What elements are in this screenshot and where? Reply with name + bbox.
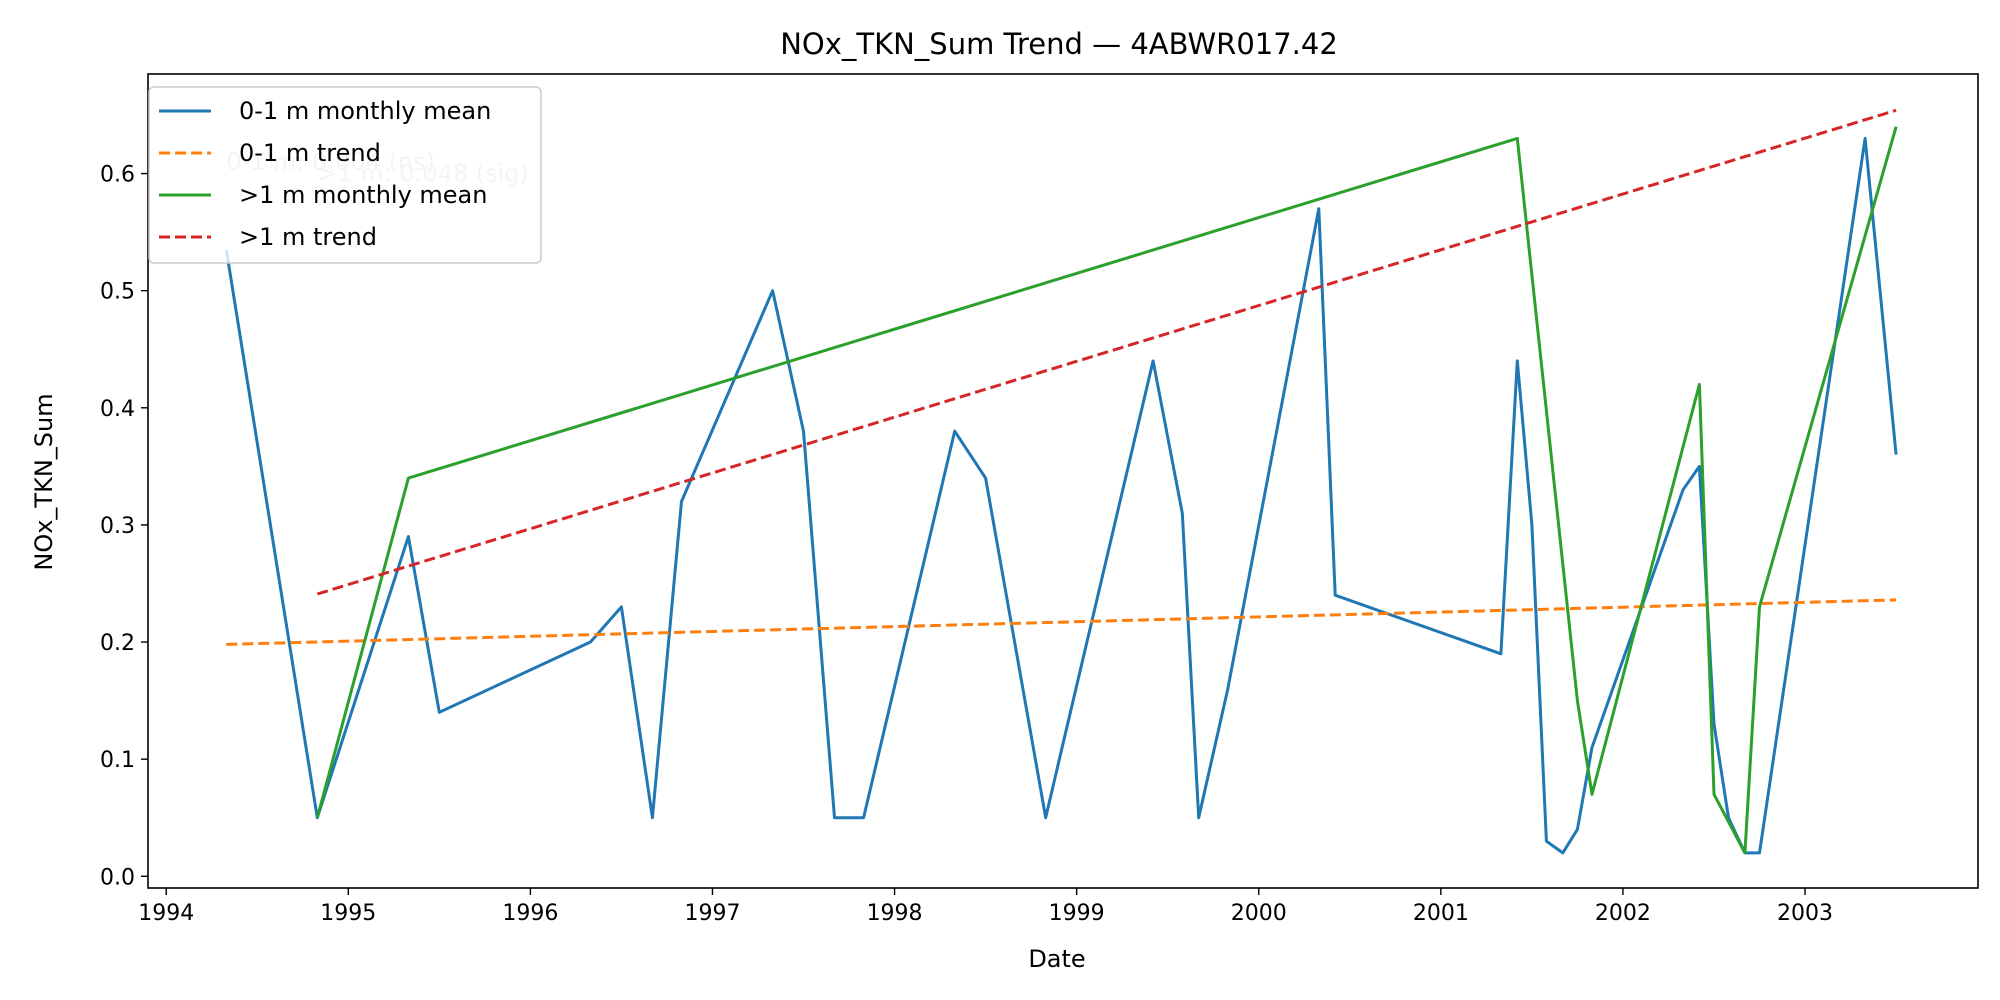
- x-tick-label: 2003: [1777, 901, 1833, 926]
- legend-label-0-1-m-monthly-mean: 0-1 m monthly mean: [239, 97, 491, 125]
- legend-label-1-m-trend: >1 m trend: [239, 223, 377, 251]
- y-tick-label: 0.5: [100, 280, 135, 305]
- series-line-0-1-m-monthly-mean: [224, 136, 1898, 855]
- plot-area: 1994 1995 1996 1997 1998 1999 2000 2001 2002 2003…: [100, 73, 1979, 926]
- y-tick-label: 0.1: [100, 748, 135, 773]
- x-tick-label: 1999: [1049, 901, 1105, 926]
- legend-box: [148, 86, 542, 264]
- axes-frame: [147, 73, 1979, 889]
- series-line-1-m-trend: [316, 108, 1897, 596]
- x-tick-label: 2002: [1595, 901, 1651, 926]
- x-tick-label: 1995: [320, 901, 376, 926]
- legend-label-0-1-m-trend: 0-1 m trend: [239, 139, 381, 167]
- y-tick-label: 0.2: [100, 631, 135, 656]
- y-tick-label: 0.3: [100, 514, 135, 539]
- y-tick-label: 0.0: [100, 865, 135, 890]
- x-axis-label: Date: [1028, 945, 1085, 973]
- y-tick-label: 0.6: [100, 163, 135, 188]
- series-line-0-1-m-trend: [226, 598, 1897, 646]
- x-tick-label: 1997: [684, 901, 740, 926]
- series-line-1-m-monthly-mean: [315, 126, 1898, 855]
- chart-title: NOx_TKN_Sum Trend — 4ABWR017.42: [780, 27, 1338, 61]
- x-tick-label: 1994: [138, 901, 194, 926]
- legend-label-1-m-monthly-mean: >1 m monthly mean: [239, 181, 487, 209]
- x-tick-label: 1998: [867, 901, 923, 926]
- x-tick-label: 1996: [502, 901, 558, 926]
- y-axis-label: NOx_TKN_Sum: [30, 393, 58, 570]
- x-tick-label: 2000: [1231, 901, 1287, 926]
- y-tick-label: 0.4: [100, 397, 135, 422]
- legend: 0-1 m monthly mean 0-1 m trend >1 m monthl…: [148, 86, 542, 264]
- x-tick-label: 2001: [1413, 901, 1469, 926]
